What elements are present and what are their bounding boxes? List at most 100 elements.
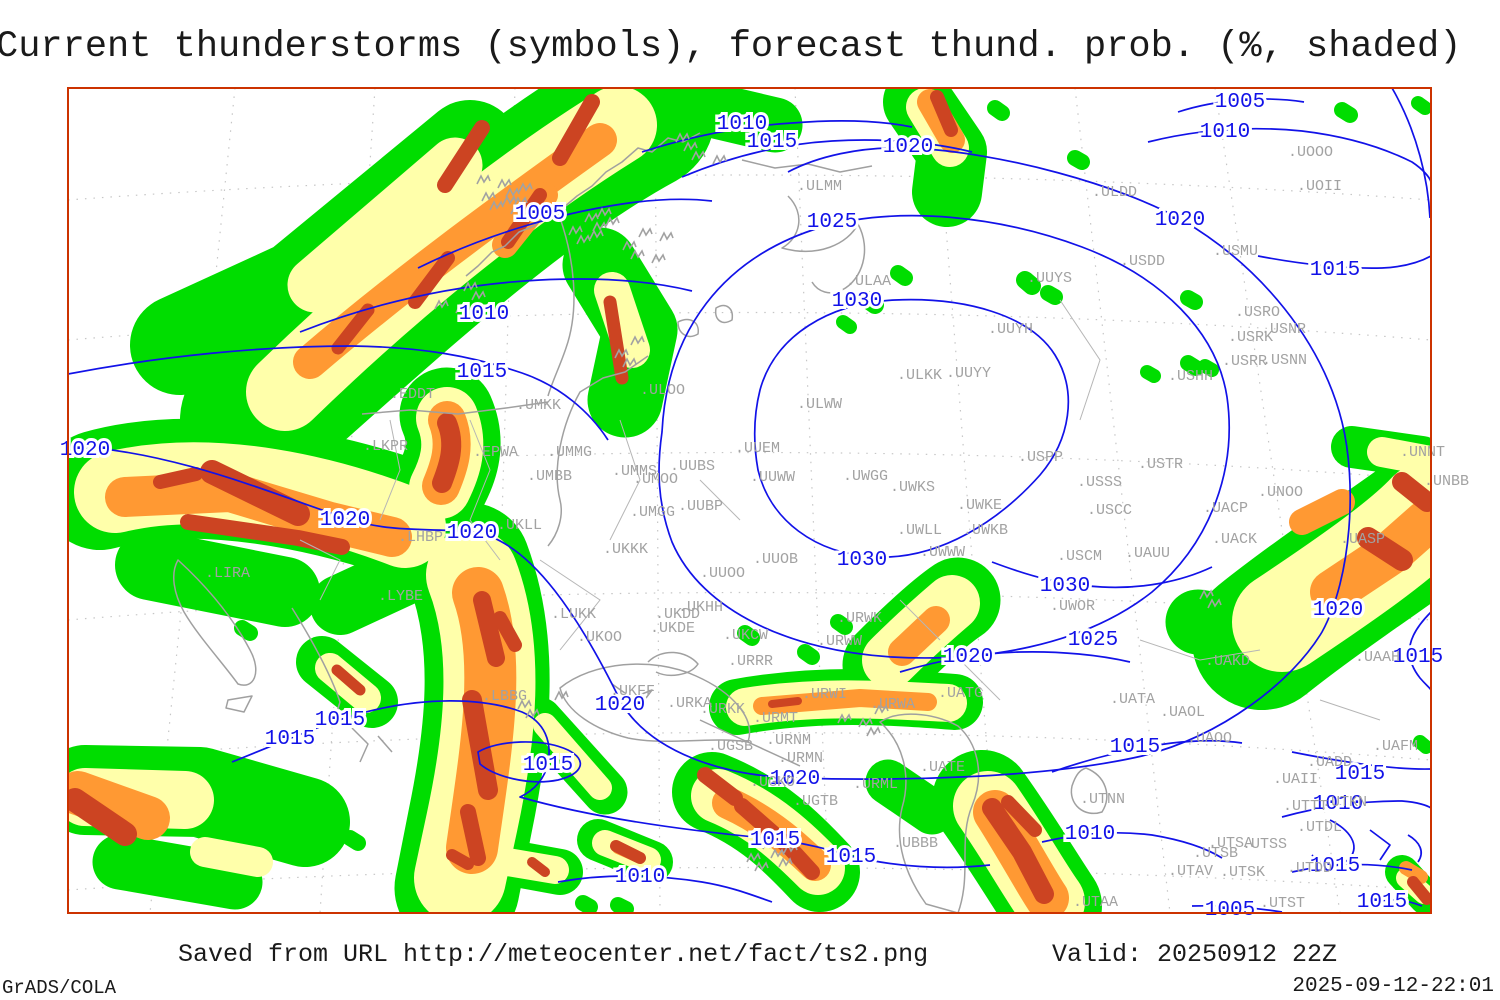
thunderstorm-symbol-icon	[502, 195, 517, 206]
station-label: .USRK	[1228, 329, 1273, 346]
isobar-label: 1020	[883, 136, 933, 159]
station-label: .UWLL	[897, 522, 942, 539]
station-label: .UKDD	[655, 606, 700, 623]
station-label: .URRR	[728, 653, 773, 670]
isobar-label: 1015	[315, 709, 365, 732]
isobar-label: 1015	[747, 131, 797, 154]
saved-from-url-text: Saved from URL http://meteocenter.net/fa…	[178, 940, 929, 969]
station-label: .USRO	[1235, 304, 1280, 321]
station-label: .ULOO	[640, 382, 685, 399]
station-label: .USCM	[1057, 548, 1102, 565]
isobar-label: 1005	[1215, 91, 1265, 114]
station-label: .UAOO	[1187, 730, 1232, 747]
station-label: .UWKB	[963, 522, 1008, 539]
station-label: .UMGG	[630, 504, 675, 521]
thunderstorm-symbol-icon	[505, 187, 520, 198]
station-label: .UTAA	[1073, 894, 1118, 911]
thunderstorm-symbol-icon	[630, 335, 645, 346]
thunderstorm-symbol-icon	[614, 348, 629, 359]
station-label: .LBBG	[482, 688, 527, 705]
station-label: .URMN	[778, 750, 823, 767]
station-label: .UTAV	[1168, 863, 1213, 880]
thunderstorm-symbol-icon	[517, 699, 532, 710]
station-label: .UMBB	[527, 468, 572, 485]
station-label: .UUOB	[753, 551, 798, 568]
thunderstorm-symbol-icon	[712, 154, 727, 165]
station-label: .UUYH	[988, 321, 1033, 338]
station-label: .LKPR	[363, 438, 408, 455]
station-label: .UUBP	[678, 498, 723, 515]
station-label: .ULKK	[897, 367, 942, 384]
station-label: .UKLL	[497, 517, 542, 534]
thunderstorm-symbol-icon	[754, 861, 769, 872]
station-label: .UAOL	[1160, 704, 1205, 721]
thunderstorm-symbol-icon	[783, 843, 798, 854]
isobar-label: 1010	[717, 113, 767, 136]
station-label: .UUEM	[735, 440, 780, 457]
thunderstorm-symbol-icon	[597, 207, 612, 218]
isobar-label: 1005	[1205, 899, 1255, 922]
station-label: .UMMG	[547, 444, 592, 461]
isobar-label: 1020	[60, 439, 110, 462]
isobar-label: 1020	[320, 509, 370, 532]
thunderstorm-symbol-icon	[471, 290, 486, 301]
station-label: .EDDT	[390, 386, 435, 403]
thunderstorm-symbol-icon	[866, 726, 881, 737]
station-label: .UTDL	[1297, 819, 1342, 836]
station-label: .URWA	[870, 696, 915, 713]
station-label: .USRR	[1222, 353, 1267, 370]
station-label: .URKA	[667, 695, 712, 712]
station-label: .EPWA	[473, 444, 518, 461]
isobar-label: 1010	[1065, 823, 1115, 846]
thunderstorm-symbol-icon	[874, 704, 889, 715]
station-label: .UTST	[1260, 895, 1305, 912]
thunderstorm-symbol-icon	[675, 132, 690, 143]
station-label: .UOOO	[1288, 144, 1333, 161]
station-label: .USNR	[1261, 321, 1306, 338]
station-label: .LYBE	[378, 588, 423, 605]
station-label: .URKK	[700, 701, 745, 718]
isobar-label: 1030	[832, 290, 882, 313]
station-label: .ULDD	[1092, 184, 1137, 201]
probability-shading-layer	[68, 88, 1431, 913]
map-frame	[67, 87, 1432, 914]
station-label: .UWKS	[890, 479, 935, 496]
isobar-label: 1020	[770, 768, 820, 791]
station-label: .UKKK	[603, 541, 648, 558]
station-label: .URMT	[753, 710, 798, 727]
thunderstorm-symbol-icon	[589, 229, 604, 240]
thunderstorm-symbol-icon	[554, 690, 569, 701]
thunderstorm-symbol-icon	[592, 221, 607, 232]
station-label: .UBBB	[893, 835, 938, 852]
isobar-label: 1005	[515, 203, 565, 226]
thunderstorm-symbols-layer	[434, 132, 1222, 872]
isobar-label: 1025	[1068, 629, 1118, 652]
isobar-label: 1015	[523, 754, 573, 777]
station-labels-layer: .ULMM .ULDD .UOOO .UOII .USDD .USMU .ULAA .UUYS…	[205, 144, 1469, 912]
station-label: .UNOO	[1258, 484, 1303, 501]
thunderstorm-symbol-icon	[778, 857, 793, 868]
station-label: .UUYS	[1027, 270, 1072, 287]
station-label: .UTSS	[1242, 836, 1287, 853]
station-label: .URWI	[802, 686, 847, 703]
page-title: Current thunderstorms (symbols), forecas…	[0, 26, 1462, 68]
station-label: .LHBP	[398, 529, 443, 546]
isobar-label: 1015	[265, 728, 315, 751]
isobar-label: 1010	[1313, 793, 1363, 816]
isobar-label: 1015	[750, 829, 800, 852]
isobar-label: 1020	[595, 694, 645, 717]
station-label: .UUBS	[670, 458, 715, 475]
station-label: .UOII	[1297, 178, 1342, 195]
thunderstorm-symbol-icon	[584, 212, 599, 223]
thunderstorm-symbol-icon	[638, 227, 653, 238]
station-label: .UTDD	[1287, 860, 1332, 877]
thunderstorm-symbol-icon	[489, 200, 504, 211]
thunderstorm-symbol-icon	[630, 249, 645, 260]
station-label: .URWW	[817, 633, 862, 650]
isobar-label: 1030	[837, 549, 887, 572]
station-label: .USTR	[1138, 456, 1183, 473]
thunderstorm-symbol-icon	[497, 178, 512, 189]
thunderstorm-symbol-icon	[1207, 598, 1222, 609]
